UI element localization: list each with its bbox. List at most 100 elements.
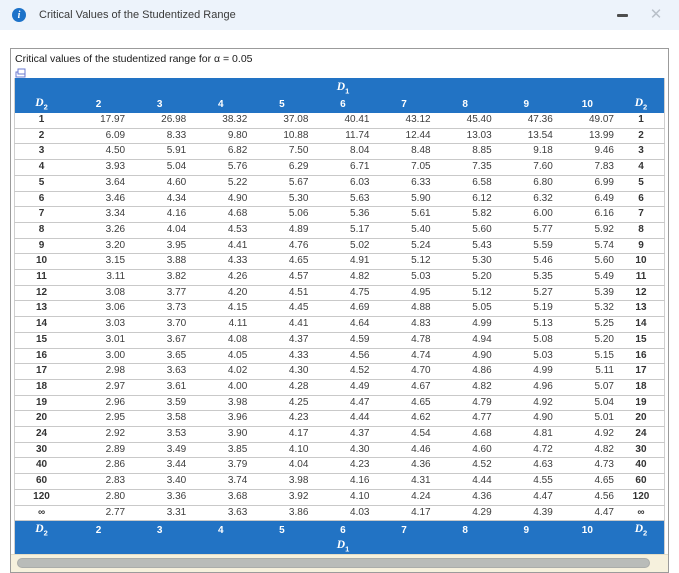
row-label-left: 6 <box>14 191 69 208</box>
table-cell: 4.54 <box>373 426 435 443</box>
table-cell: 5.04 <box>129 159 191 176</box>
row-label-right: 5 <box>617 175 665 192</box>
column-header: 7 <box>373 95 435 113</box>
minimize-button[interactable] <box>611 6 633 24</box>
row-label-left: 40 <box>14 457 69 475</box>
table-cell: 26.98 <box>129 113 191 129</box>
table-cell: 4.56 <box>556 489 618 506</box>
table-cell: 4.00 <box>190 379 252 396</box>
column-footer: 2 <box>68 520 130 540</box>
table-row: 120 2.80 3.36 3.68 3.92 4.10 4.24 4.36 4… <box>14 489 665 506</box>
table-row: 10 3.15 3.88 4.33 4.65 4.91 5.12 5.30 5.… <box>14 253 665 271</box>
table-cell: 3.53 <box>129 426 191 443</box>
column-footer: 3 <box>129 520 191 540</box>
table-cell: 4.67 <box>373 379 435 396</box>
table-cell: 4.29 <box>434 505 496 522</box>
footer-columns-row: D2 2 3 4 5 6 7 8 9 10 D2 <box>14 520 665 540</box>
table-cell: 3.70 <box>129 316 191 333</box>
table-row: 20 2.95 3.58 3.96 4.23 4.44 4.62 4.77 4.… <box>14 410 665 428</box>
column-footer: 5 <box>251 520 313 540</box>
table-cell: 3.77 <box>129 285 191 302</box>
row-label-right: 60 <box>617 473 665 490</box>
table-cell: 4.44 <box>434 473 496 490</box>
table-cell: 2.89 <box>68 442 130 459</box>
table-row: 19 2.96 3.59 3.98 4.25 4.47 4.65 4.79 4.… <box>14 395 665 412</box>
horizontal-scrollbar[interactable] <box>11 554 668 572</box>
table-cell: 5.46 <box>495 253 557 271</box>
row-label-left: 18 <box>14 379 69 396</box>
table-cell: 4.39 <box>495 505 557 522</box>
table-cell: 6.58 <box>434 175 496 192</box>
table-cell: 4.94 <box>434 332 496 349</box>
table-cell: 4.64 <box>312 316 374 333</box>
column-footer: 8 <box>434 520 496 540</box>
row-label-right: 8 <box>617 222 665 239</box>
table-cell: 4.04 <box>251 457 313 475</box>
column-header: 4 <box>190 95 252 113</box>
table-cell: 40.41 <box>312 113 374 129</box>
table-cell: 5.77 <box>495 222 557 239</box>
table-cell: 4.82 <box>312 269 374 286</box>
table-cell: 3.40 <box>129 473 191 490</box>
table-cell: 6.03 <box>312 175 374 192</box>
close-button[interactable]: ✕ <box>649 6 663 23</box>
table-cell: 6.32 <box>495 191 557 208</box>
table-cell: 4.02 <box>190 363 252 380</box>
table-cell: 3.88 <box>129 253 191 271</box>
row-label-right: 15 <box>617 332 665 349</box>
table-cell: 37.08 <box>251 113 313 129</box>
column-footer: 6 <box>312 520 374 540</box>
table-cell: 3.98 <box>251 473 313 490</box>
table-cell: 5.24 <box>373 238 435 255</box>
row-label-left: 1 <box>14 113 69 129</box>
table-cell: 2.95 <box>68 410 130 428</box>
table-row: 9 3.20 3.95 4.41 4.76 5.02 5.24 5.43 5.5… <box>14 238 665 255</box>
table-row: 11 3.11 3.82 4.26 4.57 4.82 5.03 5.20 5.… <box>14 269 665 286</box>
table-cell: 4.92 <box>495 395 557 412</box>
table-cell: 4.20 <box>190 285 252 302</box>
table-cell: 49.07 <box>556 113 618 129</box>
table-cell: 17.97 <box>68 113 130 129</box>
print-button[interactable] <box>15 66 28 78</box>
table-cell: 3.68 <box>190 489 252 506</box>
column-footer: 10 <box>556 520 618 540</box>
table-cell: 3.03 <box>68 316 130 333</box>
table-cell: 4.36 <box>373 457 435 475</box>
column-header: 6 <box>312 95 374 113</box>
row-label-left: 15 <box>14 332 69 349</box>
row-label-left: 2 <box>14 128 69 145</box>
table-row: 18 2.97 3.61 4.00 4.28 4.49 4.67 4.82 4.… <box>14 379 665 396</box>
table-cell: 4.90 <box>190 191 252 208</box>
table-body: 1 17.97 26.98 38.32 37.08 40.41 43.12 45… <box>14 113 665 522</box>
row-label-left: 11 <box>14 269 69 286</box>
table-cell: 5.74 <box>556 238 618 255</box>
table-cell: 4.47 <box>495 489 557 506</box>
table-cell: 5.61 <box>373 206 435 223</box>
d2-header-right: D2 <box>617 95 665 113</box>
table-cell: 3.86 <box>251 505 313 522</box>
table-cell: 3.73 <box>129 300 191 318</box>
table-cell: 45.40 <box>434 113 496 129</box>
studentized-range-table: D1 D2 2 3 4 5 6 7 8 9 10 <box>14 78 665 560</box>
row-label-right: 16 <box>617 348 665 365</box>
table-cell: 5.60 <box>434 222 496 239</box>
table-cell: 4.23 <box>251 410 313 428</box>
table-cell: 4.53 <box>190 222 252 239</box>
scrollbar-thumb[interactable] <box>17 558 650 568</box>
table-cell: 4.92 <box>556 426 618 443</box>
table-cell: 6.16 <box>556 206 618 223</box>
table-cell: 4.55 <box>495 473 557 490</box>
table-cell: 3.65 <box>129 348 191 365</box>
table-cell: 5.12 <box>434 285 496 302</box>
table-cell: 5.17 <box>312 222 374 239</box>
table-cell: 4.52 <box>312 363 374 380</box>
table-cell: 5.19 <box>495 300 557 318</box>
table-cell: 3.58 <box>129 410 191 428</box>
row-label-right: 18 <box>617 379 665 396</box>
table-cell: 4.08 <box>190 332 252 349</box>
table-cell: 5.49 <box>556 269 618 286</box>
table-cell: 7.83 <box>556 159 618 176</box>
column-footer: 9 <box>495 520 557 540</box>
table-cell: 4.60 <box>129 175 191 192</box>
table-cell: 7.50 <box>251 143 313 161</box>
